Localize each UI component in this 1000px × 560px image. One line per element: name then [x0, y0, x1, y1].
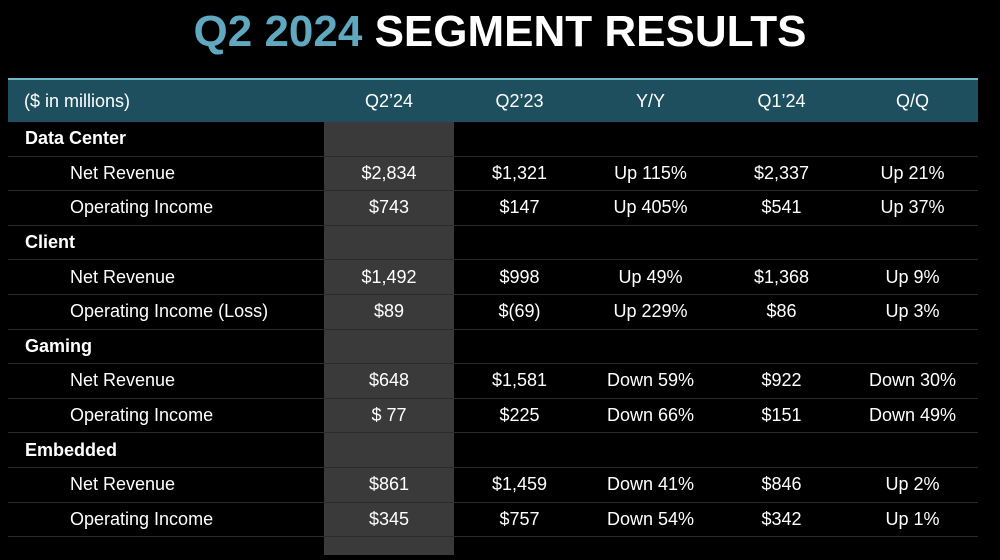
cell-qq: Up 3% — [885, 301, 940, 322]
cell-qq: Down 30% — [868, 370, 957, 391]
table-body: Data Center Net Revenue $2,834 $1,321 Up… — [8, 122, 978, 538]
header-yy: Y/Y — [635, 90, 665, 111]
header-q2-23: Q2’23 — [495, 90, 544, 111]
header-q2-24: Q2’24 — [364, 90, 414, 111]
cell-qq: Up 2% — [885, 474, 940, 495]
cell-q2-24: $648 — [368, 370, 410, 391]
cell-q2-24: $89 — [373, 301, 405, 322]
cell-yy: Down 66% — [606, 405, 695, 426]
cell-qq: Up 21% — [880, 162, 945, 183]
cell-yy: Up 49% — [618, 266, 683, 287]
cell-yy: Down 41% — [606, 474, 695, 495]
cell-yy: Down 59% — [606, 370, 695, 391]
current-quarter-highlight — [324, 122, 454, 555]
cell-q2-24: $345 — [368, 508, 410, 529]
row-label: Net Revenue — [70, 474, 176, 495]
cell-q1-24: $151 — [761, 405, 802, 426]
row-label: Net Revenue — [70, 162, 176, 183]
cell-qq: Up 37% — [880, 197, 945, 218]
table-row: Net Revenue $2,834 $1,321 Up 115% $2,337… — [8, 157, 978, 192]
cell-q2-23: $1,459 — [491, 474, 548, 495]
cell-q1-24: $846 — [761, 474, 802, 495]
title-accent: Q2 2024 — [193, 7, 363, 56]
cell-q2-23: $1,581 — [491, 370, 548, 391]
segment-results-table: ($ in millions) Q2’24 Q2’23 Y/Y Q1’24 Q/… — [8, 78, 978, 555]
segment-row-client: Client — [8, 226, 978, 261]
row-label: Operating Income — [70, 405, 214, 426]
cell-qq: Up 9% — [885, 266, 940, 287]
cell-yy: Up 405% — [613, 197, 688, 218]
segment-row-data-center: Data Center — [8, 122, 978, 157]
cell-q2-23: $757 — [499, 508, 540, 529]
header-label: ($ in millions) — [24, 90, 131, 111]
cell-q1-24: $342 — [761, 508, 802, 529]
cell-yy: Up 229% — [613, 301, 688, 322]
cell-qq: Down 49% — [868, 405, 957, 426]
row-label: Net Revenue — [70, 370, 176, 391]
table-header: ($ in millions) Q2’24 Q2’23 Y/Y Q1’24 Q/… — [8, 78, 978, 122]
cell-q2-24: $743 — [368, 197, 410, 218]
cell-q1-24: $86 — [766, 301, 797, 322]
cell-q2-24: $1,492 — [361, 266, 417, 287]
header-q1-24: Q1’24 — [757, 90, 806, 111]
table-row: Operating Income $743 $147 Up 405% $541 … — [8, 191, 978, 226]
row-label: Operating Income (Loss) — [70, 301, 269, 322]
cell-q2-23: $1,321 — [491, 162, 548, 183]
segment-name: Gaming — [25, 335, 93, 356]
cell-q1-24: $1,368 — [753, 266, 810, 287]
cell-q1-24: $541 — [761, 197, 802, 218]
header-qq: Q/Q — [895, 90, 929, 111]
row-label: Operating Income — [70, 197, 214, 218]
cell-q2-23: $(69) — [498, 301, 541, 322]
table-row: Operating Income $ 77 $225 Down 66% $151… — [8, 399, 978, 434]
cell-q2-23: $998 — [499, 266, 540, 287]
row-label: Net Revenue — [70, 266, 176, 287]
cell-q2-23: $147 — [499, 197, 540, 218]
cell-qq: Up 1% — [885, 508, 940, 529]
cell-q2-24: $861 — [368, 474, 410, 495]
segment-name: Data Center — [25, 128, 127, 149]
cell-q1-24: $2,337 — [753, 162, 810, 183]
cell-q2-23: $225 — [499, 405, 540, 426]
segment-name: Embedded — [25, 439, 118, 460]
title-main: SEGMENT RESULTS — [374, 7, 807, 56]
segment-row-embedded: Embedded — [8, 433, 978, 468]
table-row: Net Revenue $861 $1,459 Down 41% $846 Up… — [8, 468, 978, 503]
table-row: Operating Income $345 $757 Down 54% $342… — [8, 503, 978, 538]
cell-q2-24: $2,834 — [361, 162, 417, 183]
cell-q2-24: $ 77 — [371, 405, 407, 426]
cell-yy: Down 54% — [606, 508, 695, 529]
table-row: Operating Income (Loss) $89 $(69) Up 229… — [8, 295, 978, 330]
cell-yy: Up 115% — [614, 162, 687, 183]
table-row: Net Revenue $648 $1,581 Down 59% $922 Do… — [8, 364, 978, 399]
segment-row-gaming: Gaming — [8, 330, 978, 365]
row-label: Operating Income — [70, 508, 214, 529]
page-title: Q2 2024 SEGMENT RESULTS — [0, 6, 1000, 58]
segment-name: Client — [25, 232, 76, 253]
table-row: Net Revenue $1,492 $998 Up 49% $1,368 Up… — [8, 260, 978, 295]
cell-q1-24: $922 — [761, 370, 802, 391]
